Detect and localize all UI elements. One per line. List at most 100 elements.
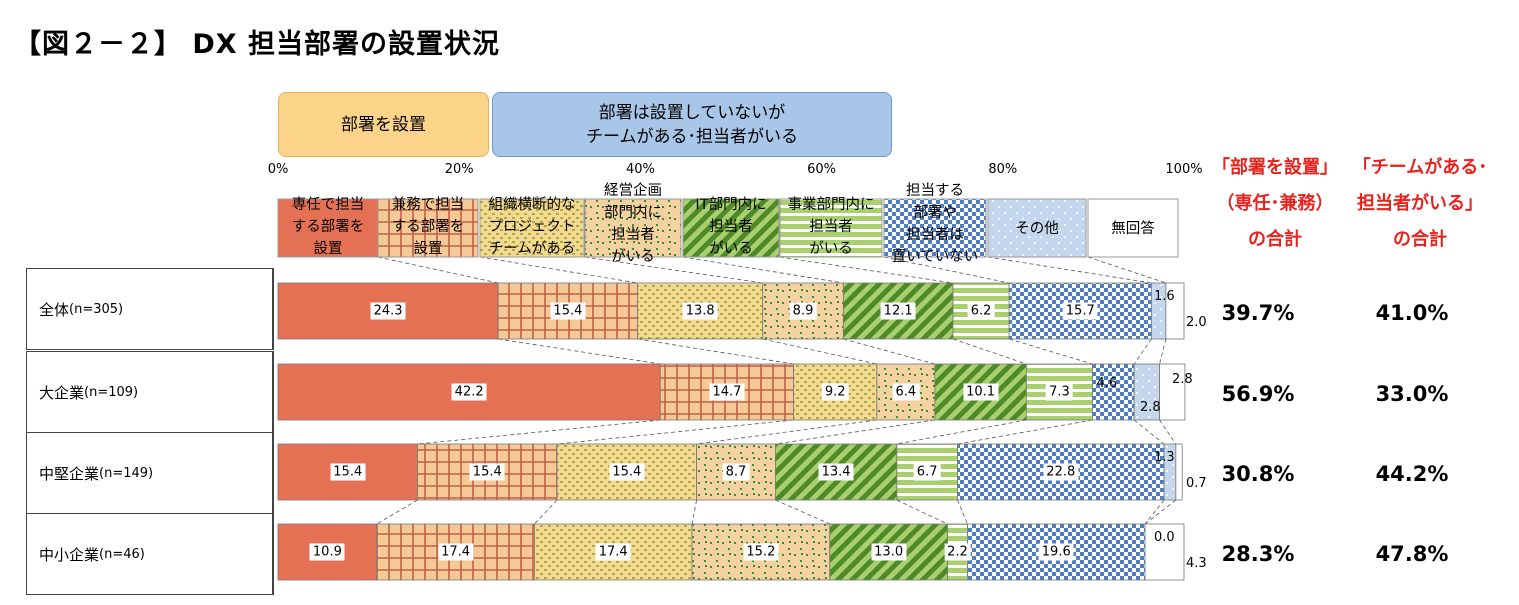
data-label: 15.4: [330, 463, 366, 481]
summary-header-team: 「チームがある･ 担当者がいる」 の合計: [1352, 157, 1488, 250]
bar-segment: [1159, 363, 1186, 421]
total-dept-value: 56.9%: [1221, 382, 1295, 406]
connector-line: [534, 499, 558, 525]
data-label: 4.6: [1096, 376, 1118, 391]
total-dept-value: 28.3%: [1221, 542, 1295, 566]
data-label: 1.6: [1154, 289, 1175, 304]
data-label: 8.9: [789, 302, 817, 320]
bar-segment: [774, 443, 898, 501]
connector-line: [779, 256, 954, 284]
data-label: 8.7: [722, 463, 750, 481]
connector-line: [376, 499, 418, 525]
data-label: 2.2: [944, 543, 971, 561]
data-label: 10.1: [963, 383, 999, 401]
data-label: 0.7: [1186, 476, 1207, 491]
connector-line: [637, 338, 794, 365]
data-label: 15.4: [550, 302, 586, 320]
total-dept-value: 30.8%: [1221, 462, 1295, 486]
data-label: 0.0: [1154, 530, 1175, 545]
data-label: 13.0: [871, 543, 907, 561]
total-team-value: 33.0%: [1375, 382, 1449, 406]
x-tick-label: 60%: [807, 162, 837, 177]
x-tick-label: 40%: [625, 162, 655, 177]
connector-line: [682, 256, 844, 284]
data-label: 9.2: [821, 383, 849, 401]
legend-label: 経営企画 部門内に 担当者 がいる: [604, 183, 662, 265]
legend-label: 組織横断的な プロジェクト チームがある: [488, 197, 576, 257]
connector-line: [896, 499, 948, 525]
legend-swatch: [987, 198, 1087, 258]
data-label: 22.8: [1043, 463, 1079, 481]
connector-line: [987, 256, 1152, 284]
data-label: 13.8: [682, 302, 718, 320]
data-label: 24.3: [370, 302, 406, 320]
data-label: 4.3: [1186, 556, 1207, 571]
bar-segment: [1175, 443, 1183, 501]
connector-line: [498, 338, 661, 365]
connector-line: [1159, 338, 1167, 365]
total-dept-value: 39.7%: [1221, 301, 1295, 325]
page-title: 【図２－２】 DX 担当部署の設置状況: [14, 29, 501, 60]
data-label: 2.8: [1172, 372, 1193, 387]
x-tick-label: 20%: [444, 162, 474, 177]
summary-header-dept: 「部署を設置」 （専任･兼務） の合計: [1212, 157, 1338, 250]
data-label: 6.2: [967, 302, 995, 320]
category-label: 大企業 (n=109): [26, 351, 274, 433]
data-label: 2.8: [1140, 400, 1161, 415]
total-team-value: 41.0%: [1375, 301, 1449, 325]
x-tick-label: 0%: [267, 162, 289, 177]
data-label: 42.2: [451, 383, 487, 401]
legend-label: 担当する 部署や 担当者は 置いていない: [891, 183, 979, 265]
bar-segment: [556, 443, 697, 501]
legend-swatch: [584, 198, 682, 258]
group-label-dept: 部署を設置: [278, 92, 489, 157]
connector-line: [1144, 499, 1165, 525]
data-label: 14.7: [709, 383, 745, 401]
data-label: 12.1: [880, 302, 916, 320]
data-label: 17.4: [438, 543, 474, 561]
connector-line: [557, 419, 794, 445]
data-label: 2.0: [1186, 315, 1207, 330]
data-label: 19.6: [1038, 543, 1074, 561]
category-label: 全体 (n=305): [26, 268, 274, 350]
data-label: 7.3: [1046, 383, 1073, 401]
connector-line: [1009, 338, 1093, 365]
x-tick-label: 100%: [1165, 162, 1203, 177]
bar-segment: [1165, 282, 1185, 340]
connector-line: [1144, 499, 1177, 525]
connector-line: [952, 338, 1027, 365]
category-label: 中堅企業 (n=149): [26, 432, 274, 514]
legend-swatch: [682, 198, 780, 258]
legend-label: IT部門内に 担当者 がいる: [695, 197, 767, 257]
bar-segment: [1144, 523, 1185, 581]
total-team-value: 47.8%: [1375, 542, 1449, 566]
legend-swatch: [377, 198, 479, 258]
data-label: 15.2: [743, 543, 779, 561]
legend-swatch: [1087, 198, 1179, 258]
connector-line: [377, 256, 499, 284]
connector-line: [883, 256, 1010, 284]
data-label: 15.4: [469, 463, 505, 481]
connector-line: [957, 419, 1093, 445]
connector-line: [775, 499, 830, 525]
category-label: 中小企業 (n=46): [26, 513, 274, 595]
connector-line: [1159, 419, 1177, 445]
connector-line: [417, 419, 661, 445]
connector-line: [1133, 419, 1165, 445]
data-label: 1.3: [1154, 450, 1175, 465]
data-label: 17.4: [595, 543, 631, 561]
data-label: 15.7: [1062, 302, 1098, 320]
legend-swatch: [277, 198, 379, 258]
group-label-no-dept: 部署は設置していないが チームがある･担当者がいる: [492, 92, 892, 157]
bar-segment: [1133, 363, 1160, 421]
connector-line: [691, 499, 697, 525]
connector-line: [696, 419, 877, 445]
connector-line: [775, 419, 935, 445]
data-label: 6.7: [913, 463, 941, 481]
connector-line: [896, 419, 1027, 445]
legend-swatch: [479, 198, 585, 258]
legend-label: 兼務で担当 する部署を 設置: [391, 197, 465, 257]
connector-line: [1133, 338, 1152, 365]
connector-line: [584, 256, 763, 284]
connector-line: [479, 256, 638, 284]
